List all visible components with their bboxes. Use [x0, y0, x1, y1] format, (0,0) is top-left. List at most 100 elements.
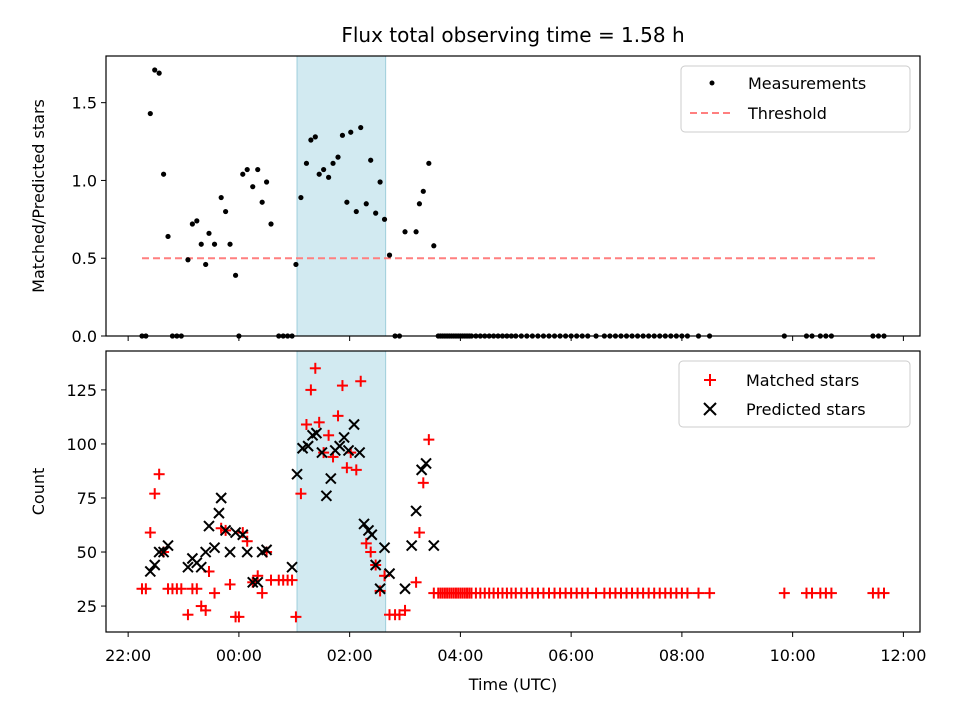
matched-star-point: [878, 587, 890, 599]
y-tick-label: 25: [77, 597, 97, 616]
measurement-point: [165, 233, 171, 240]
matched-star-point: [175, 583, 187, 595]
predicted-star-point: [338, 431, 350, 444]
predicted-star-point: [149, 559, 161, 571]
measurement-point: [263, 179, 270, 185]
x-tick-label: 04:00: [437, 646, 483, 665]
predicted-star-point: [420, 457, 432, 470]
measurement-point: [353, 208, 359, 215]
measurement-point: [227, 241, 233, 247]
measurement-point: [363, 201, 369, 207]
measurement-point: [420, 188, 426, 194]
predicted-star-point: [237, 529, 249, 541]
measurement-point: [373, 210, 379, 216]
matched-star-point: [365, 546, 377, 558]
bottom-panel: 25 50 75 100 125 22:00 00:00 02:00 04:00 06:00 08…: [29, 350, 926, 665]
matched-star-point: [374, 585, 386, 597]
predicted-star-point: [157, 546, 170, 558]
matched-star-point: [286, 574, 298, 586]
bottom-legend: Matched stars Predicted stars: [678, 360, 911, 428]
predicted-star-point: [325, 472, 337, 485]
predicted-star-point: [353, 446, 366, 459]
predicted-star-point: [302, 440, 314, 452]
matched-star-point: [295, 488, 307, 500]
matched-legend-marker: [704, 374, 716, 386]
predicted-star-point: [291, 468, 303, 480]
matched-star-point: [305, 384, 317, 396]
top-y-axis-label: Matched/Predicted stars: [29, 99, 48, 293]
x-tick-label: 08:00: [659, 646, 705, 665]
predicted-star-point: [383, 567, 396, 580]
matched-star-point: [252, 570, 264, 582]
measurement-point: [185, 257, 191, 263]
bottom-axes-frame: [105, 350, 921, 633]
matched-star-point: [360, 537, 372, 549]
predicted-star-point: [252, 576, 264, 588]
predicted-star-point: [286, 561, 298, 573]
measurement-point: [426, 160, 432, 166]
measurement-point: [358, 124, 364, 131]
measurement-point: [147, 110, 153, 117]
predicted-star-point: [428, 539, 440, 552]
predicted-star-point: [199, 546, 212, 558]
y-tick-label: 0.0: [72, 327, 97, 346]
predicted-star-point: [342, 444, 355, 457]
matched-star-point: [393, 609, 405, 621]
measurement-point: [189, 221, 195, 227]
measurement-point: [203, 261, 209, 268]
matched-star-point: [778, 587, 790, 599]
measurement-point: [156, 70, 162, 76]
measurement-point: [152, 67, 158, 73]
measurement-point: [402, 229, 408, 235]
predicted-star-point: [399, 583, 411, 595]
matched-star-point: [140, 583, 152, 595]
predicted-star-point: [369, 559, 382, 571]
predicted-legend-marker: [703, 402, 717, 416]
matched-star-point: [200, 604, 212, 616]
measurement-point: [218, 194, 224, 201]
predicted-star-point: [215, 492, 227, 504]
measurement-point: [244, 166, 250, 173]
predicted-star-point: [415, 464, 428, 476]
matched-star-point: [704, 587, 716, 599]
measurement-point: [308, 137, 314, 143]
matched-star-point: [182, 609, 194, 621]
measurement-point: [326, 174, 332, 180]
predicted-star-point: [195, 561, 207, 573]
x-tick-label: 22:00: [105, 646, 151, 665]
chart-title: Flux total observing time = 1.58 h: [341, 23, 684, 47]
predicted-star-point: [333, 440, 346, 452]
matched-star-point: [224, 578, 236, 590]
measurement-point: [198, 241, 204, 247]
measurement-point: [344, 199, 350, 205]
y-tick-label: 1.0: [72, 171, 97, 190]
matched-star-point: [410, 576, 422, 588]
predicted-star-point: [320, 490, 333, 502]
matched-star-point: [350, 464, 362, 476]
predicted-star-point: [410, 505, 422, 517]
measurement-point: [368, 157, 374, 163]
predicted-star-point: [260, 544, 273, 556]
matched-star-point: [693, 587, 705, 599]
matched-star-point: [336, 380, 348, 392]
measurement-point: [268, 221, 274, 227]
measurement-point: [250, 184, 256, 190]
matched-star-point: [153, 468, 165, 480]
x-tick-label: 02:00: [327, 646, 373, 665]
predicted-legend-label: Predicted stars: [746, 400, 866, 419]
matched-star-point: [300, 418, 312, 430]
measurement-point: [330, 160, 336, 166]
matched-star-point: [290, 611, 302, 623]
matched-star-point: [256, 587, 268, 599]
predicted-star-point: [162, 539, 174, 552]
measurement-point: [298, 194, 304, 201]
measurement-point: [416, 201, 423, 207]
predicted-star-point: [348, 418, 360, 431]
measurement-point: [339, 132, 346, 138]
predicted-star-point: [374, 583, 386, 595]
measurement-point: [413, 229, 419, 235]
bottom-y-axis-label: Count: [29, 468, 48, 516]
matched-star-point: [144, 527, 156, 539]
measurement-point: [312, 134, 318, 140]
